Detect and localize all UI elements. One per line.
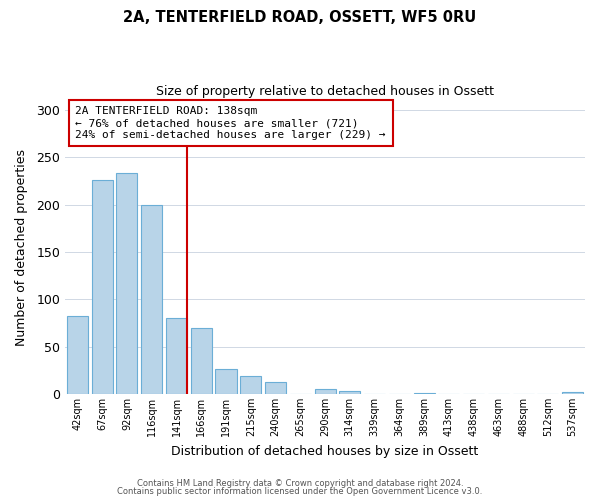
Bar: [215, 370, 236, 394]
Bar: [116, 174, 137, 394]
Bar: [265, 382, 286, 394]
Bar: [240, 376, 261, 394]
Bar: [67, 316, 88, 394]
Text: 2A, TENTERFIELD ROAD, OSSETT, WF5 0RU: 2A, TENTERFIELD ROAD, OSSETT, WF5 0RU: [124, 10, 476, 25]
Bar: [314, 390, 335, 394]
Bar: [191, 328, 212, 394]
Text: Contains public sector information licensed under the Open Government Licence v3: Contains public sector information licen…: [118, 487, 482, 496]
Bar: [339, 391, 361, 394]
Text: Contains HM Land Registry data © Crown copyright and database right 2024.: Contains HM Land Registry data © Crown c…: [137, 478, 463, 488]
Y-axis label: Number of detached properties: Number of detached properties: [15, 149, 28, 346]
Bar: [413, 393, 434, 394]
Bar: [141, 204, 162, 394]
Title: Size of property relative to detached houses in Ossett: Size of property relative to detached ho…: [156, 85, 494, 98]
Bar: [92, 180, 113, 394]
Text: 2A TENTERFIELD ROAD: 138sqm
← 76% of detached houses are smaller (721)
24% of se: 2A TENTERFIELD ROAD: 138sqm ← 76% of det…: [76, 106, 386, 140]
Bar: [562, 392, 583, 394]
Bar: [166, 318, 187, 394]
X-axis label: Distribution of detached houses by size in Ossett: Distribution of detached houses by size …: [172, 444, 479, 458]
